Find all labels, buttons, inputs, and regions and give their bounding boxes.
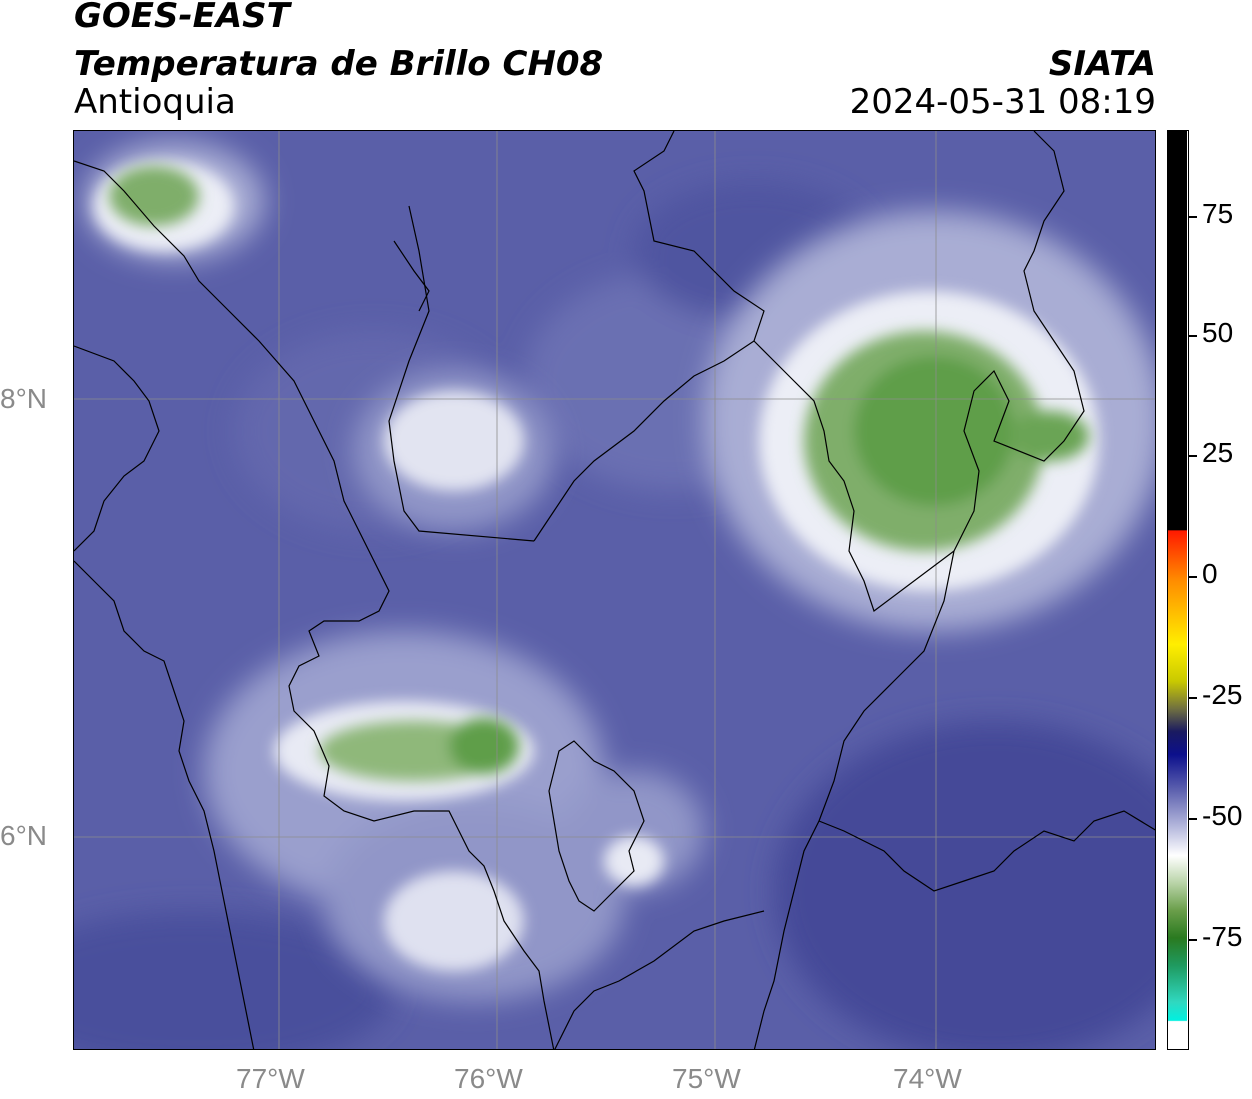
colorbar [1167, 130, 1189, 1050]
lon-label-75w: 75°W [672, 1063, 741, 1094]
agency-label: SIATA [1048, 44, 1156, 84]
colorbar-tick [1189, 455, 1197, 457]
product-title: Temperatura de Brillo CH08 [74, 44, 604, 84]
political-borders [74, 131, 1155, 1049]
colorbar-label-minus25: -25 [1202, 679, 1243, 710]
lat-label-6n: 6°N [0, 820, 47, 851]
colorbar-label-minus75: -75 [1202, 921, 1243, 952]
colorbar-tick [1189, 335, 1197, 337]
region-label: Antioquia [74, 82, 236, 122]
lon-label-74w: 74°W [893, 1063, 962, 1094]
datetime-label: 2024-05-31 08:19 [849, 82, 1156, 122]
satellite-title: GOES-EAST [74, 0, 290, 36]
colorbar-tick [1189, 216, 1197, 218]
graticule [74, 131, 1155, 1049]
colorbar-label-75: 75 [1202, 198, 1234, 229]
map-panel[interactable] [73, 130, 1156, 1050]
colorbar-tick [1189, 697, 1197, 699]
lon-label-77w: 77°W [236, 1063, 305, 1094]
lon-label-76w: 76°W [454, 1063, 523, 1094]
lat-label-8n: 8°N [0, 383, 47, 414]
colorbar-label-50: 50 [1202, 317, 1234, 348]
colorbar-tick [1189, 818, 1197, 820]
colorbar-label-25: 25 [1202, 437, 1234, 468]
colorbar-tick [1189, 939, 1197, 941]
colorbar-tick [1189, 576, 1197, 578]
colorbar-label-0: 0 [1202, 558, 1218, 589]
colorbar-gradient [1168, 131, 1187, 1048]
satellite-map [74, 131, 1155, 1049]
colorbar-label-minus50: -50 [1202, 800, 1243, 831]
cold-cloud-cores [109, 166, 1089, 781]
